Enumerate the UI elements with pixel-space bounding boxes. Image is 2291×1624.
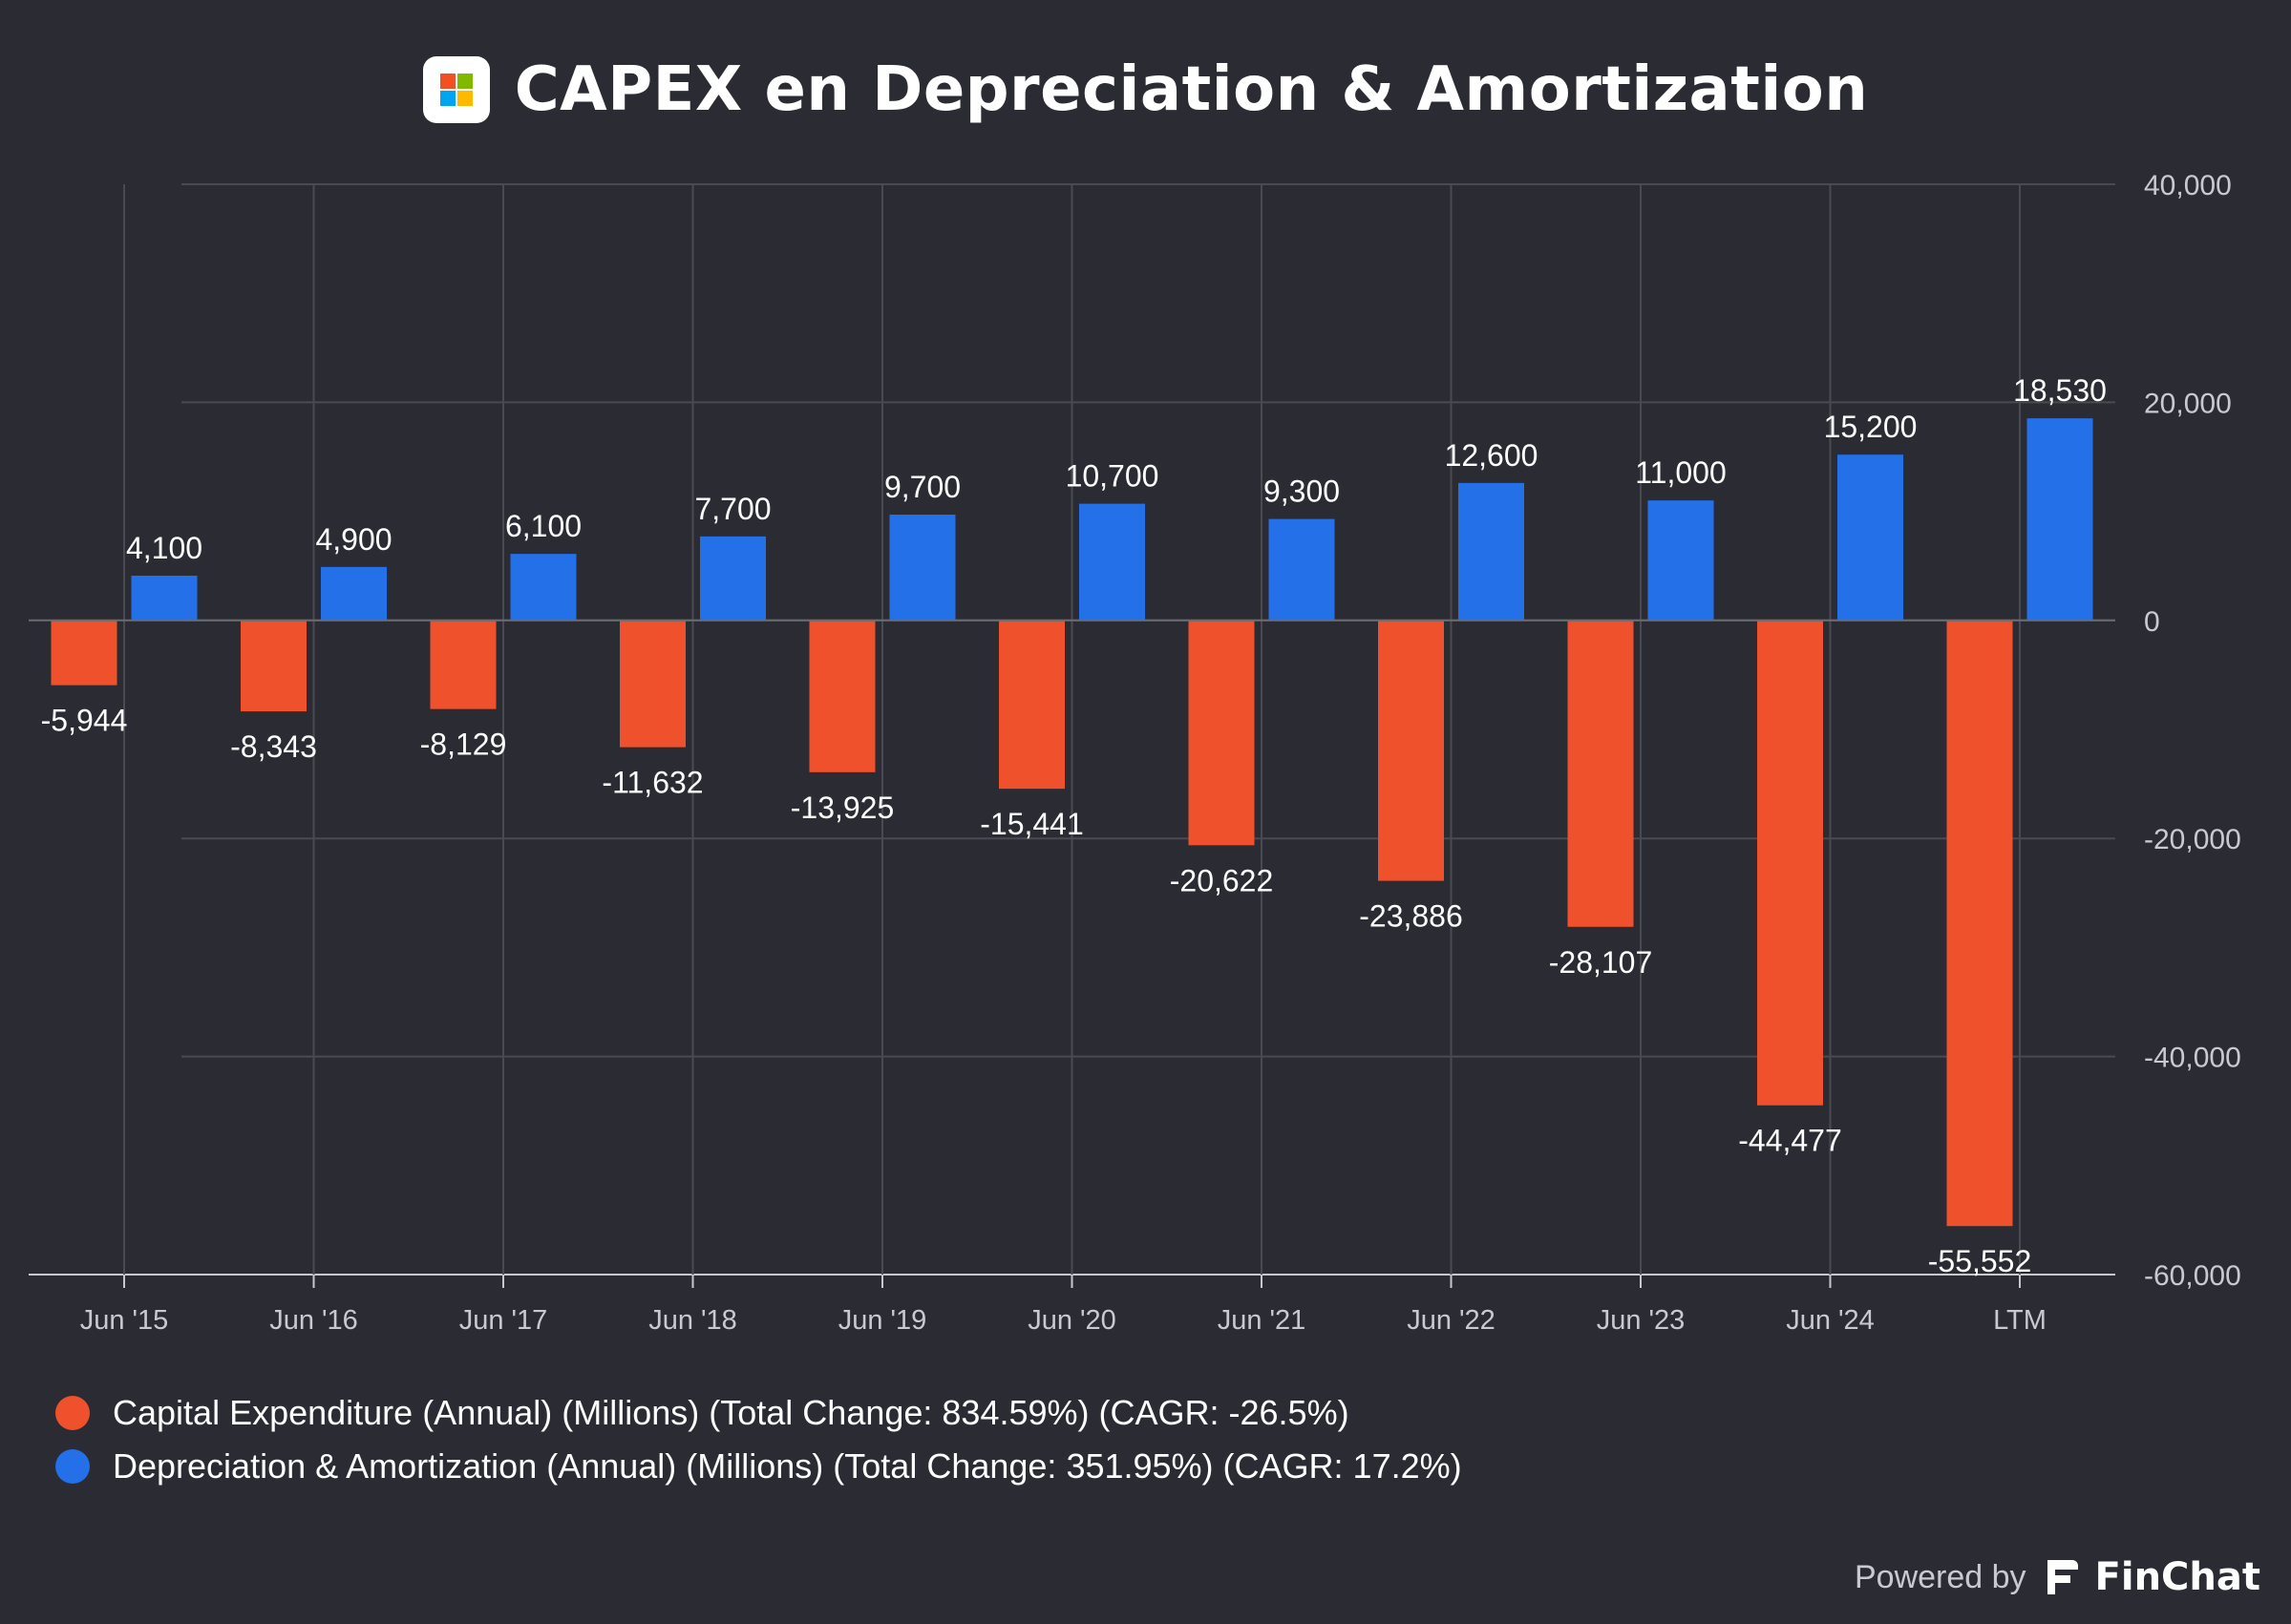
y-tick-label: -40,000 <box>2144 1043 2241 1074</box>
capex-data-label: -8,343 <box>230 729 317 764</box>
da-bar <box>1079 503 1145 621</box>
capex-data-label: -20,622 <box>1170 863 1274 897</box>
legend-label-da: Depreciation & Amortization (Annual) (Mi… <box>113 1446 1462 1486</box>
da-data-label: 4,900 <box>315 522 392 557</box>
logo-square <box>456 74 473 89</box>
chart-title: CAPEX en Depreciation & Amortization <box>514 54 1869 125</box>
capex-data-label: -55,552 <box>1928 1244 2032 1278</box>
y-tick-label: 20,000 <box>2144 388 2232 419</box>
capex-data-label: -13,925 <box>791 791 895 825</box>
finchat-brand-name: FinChat <box>2094 1555 2260 1599</box>
capex-bar <box>51 620 117 685</box>
x-tick-label: Jun '20 <box>1028 1305 1116 1336</box>
x-tick-label: LTM <box>1993 1305 2047 1336</box>
capex-data-label: -28,107 <box>1549 945 1653 980</box>
da-data-label: 9,300 <box>1263 475 1340 509</box>
capex-bar <box>241 620 307 712</box>
da-bar <box>1647 500 1714 621</box>
finchat-logo-icon <box>2047 1560 2078 1594</box>
powered-by-text: Powered by <box>1854 1558 2026 1595</box>
x-tick-label: Jun '16 <box>269 1305 358 1336</box>
capex-bar <box>809 620 876 772</box>
da-bar <box>1837 454 1903 621</box>
da-data-label: 4,100 <box>126 531 202 565</box>
legend-item-da[interactable]: Depreciation & Amortization (Annual) (Mi… <box>55 1440 1462 1493</box>
x-tick-label: Jun '17 <box>459 1305 548 1336</box>
da-data-label: 11,000 <box>1635 455 1727 490</box>
capex-bar <box>430 620 497 709</box>
da-bar <box>1458 482 1524 621</box>
da-data-label: 15,200 <box>1824 410 1918 444</box>
capex-bar <box>1378 620 1444 881</box>
da-data-label: 9,700 <box>884 470 961 504</box>
da-bar <box>2026 418 2093 621</box>
da-data-label: 12,600 <box>1445 438 1538 473</box>
x-tick-label: Jun '19 <box>838 1305 927 1336</box>
capex-bar <box>620 620 686 748</box>
capex-data-label: -11,632 <box>602 766 703 800</box>
y-tick-label: 40,000 <box>2144 170 2232 201</box>
legend-dot-capex <box>55 1396 90 1430</box>
y-tick-label: 0 <box>2144 606 2160 638</box>
logo-square <box>439 91 456 106</box>
da-bar <box>321 566 387 621</box>
x-tick-label: Jun '22 <box>1407 1305 1496 1336</box>
capex-data-label: -23,886 <box>1359 899 1463 934</box>
da-bar <box>131 575 198 621</box>
da-data-label: 7,700 <box>694 492 771 526</box>
da-bar <box>1268 518 1335 621</box>
powered-by[interactable]: Powered by FinChat <box>1855 1549 2260 1606</box>
x-tick-label: Jun '23 <box>1597 1305 1686 1336</box>
legend-label-capex: Capital Expenditure (Annual) (Millions) … <box>113 1393 1349 1432</box>
x-tick-label: Jun '24 <box>1786 1305 1875 1336</box>
capex-bar <box>1757 620 1823 1106</box>
x-tick-label: Jun '21 <box>1218 1305 1306 1336</box>
x-tick-label: Jun '15 <box>80 1305 169 1336</box>
chart-legend: Capital Expenditure (Annual) (Millions) … <box>55 1386 1462 1493</box>
microsoft-logo-icon <box>422 56 490 123</box>
capex-data-label: -44,477 <box>1738 1124 1842 1158</box>
capex-bar <box>1567 620 1634 927</box>
capex-data-label: -15,441 <box>980 807 1084 841</box>
x-tick-label: Jun '18 <box>648 1305 737 1336</box>
capex-bar <box>1946 620 2013 1227</box>
da-bar <box>510 554 577 621</box>
y-tick-label: -60,000 <box>2144 1260 2241 1292</box>
da-bar <box>889 515 956 621</box>
da-data-label: 6,100 <box>505 509 582 543</box>
chart-header: CAPEX en Depreciation & Amortization <box>0 50 2291 130</box>
da-data-label: 18,530 <box>2013 373 2107 408</box>
capex-data-label: -5,944 <box>41 704 128 738</box>
y-tick-label: -20,000 <box>2144 824 2241 855</box>
logo-square <box>439 74 456 89</box>
legend-item-capex[interactable]: Capital Expenditure (Annual) (Millions) … <box>55 1386 1462 1440</box>
capex-bar <box>999 620 1065 790</box>
legend-dot-da <box>55 1449 90 1484</box>
capex-bar <box>1188 620 1255 846</box>
da-bar <box>700 536 766 621</box>
capex-data-label: -8,129 <box>420 728 507 762</box>
logo-square <box>456 91 473 106</box>
da-data-label: 10,700 <box>1066 459 1159 494</box>
